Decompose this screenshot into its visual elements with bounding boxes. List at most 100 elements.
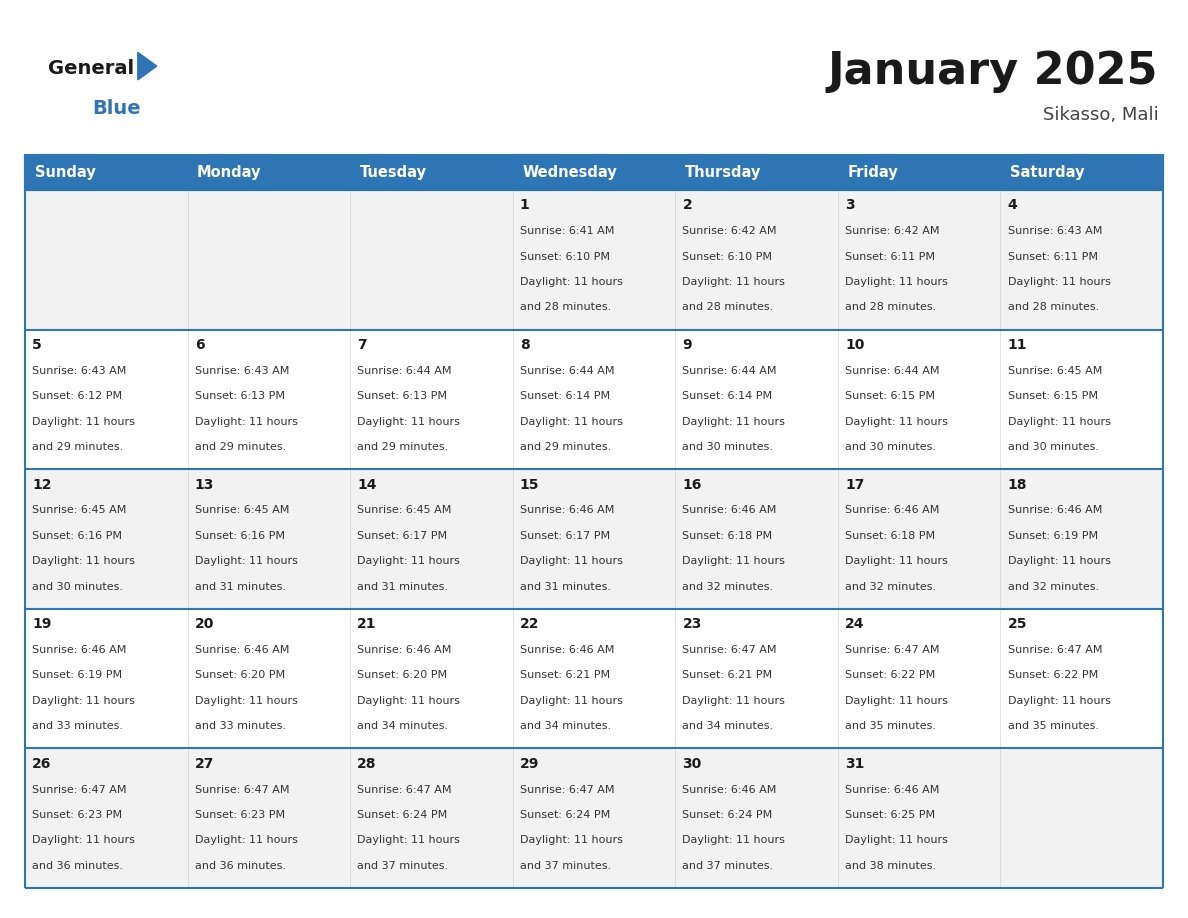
Text: and 28 minutes.: and 28 minutes.: [520, 302, 611, 312]
Text: 13: 13: [195, 477, 214, 491]
Text: Sunset: 6:23 PM: Sunset: 6:23 PM: [32, 810, 122, 820]
Text: 23: 23: [682, 617, 702, 632]
Text: 28: 28: [358, 756, 377, 771]
Text: Sunset: 6:25 PM: Sunset: 6:25 PM: [845, 810, 935, 820]
Text: Blue: Blue: [93, 98, 141, 118]
Text: Sunrise: 6:46 AM: Sunrise: 6:46 AM: [682, 785, 777, 795]
Text: Daylight: 11 hours: Daylight: 11 hours: [520, 835, 623, 845]
Text: Daylight: 11 hours: Daylight: 11 hours: [682, 417, 785, 427]
Text: Sunset: 6:16 PM: Sunset: 6:16 PM: [195, 531, 285, 541]
Text: 7: 7: [358, 338, 367, 352]
Text: Friday: Friday: [847, 165, 898, 180]
Text: Daylight: 11 hours: Daylight: 11 hours: [32, 556, 135, 566]
Text: 27: 27: [195, 756, 214, 771]
Bar: [25, 609, 1163, 748]
Text: and 29 minutes.: and 29 minutes.: [358, 442, 449, 452]
Text: Saturday: Saturday: [1010, 165, 1085, 180]
Text: Sunset: 6:21 PM: Sunset: 6:21 PM: [520, 670, 609, 680]
Text: Daylight: 11 hours: Daylight: 11 hours: [520, 556, 623, 566]
Text: Tuesday: Tuesday: [360, 165, 426, 180]
Text: Sunset: 6:20 PM: Sunset: 6:20 PM: [358, 670, 448, 680]
Text: Daylight: 11 hours: Daylight: 11 hours: [358, 835, 460, 845]
Text: Daylight: 11 hours: Daylight: 11 hours: [195, 417, 297, 427]
Text: Sunset: 6:17 PM: Sunset: 6:17 PM: [520, 531, 609, 541]
Text: 20: 20: [195, 617, 214, 632]
Text: Wednesday: Wednesday: [523, 165, 617, 180]
Text: and 36 minutes.: and 36 minutes.: [32, 861, 124, 871]
Text: Sunset: 6:18 PM: Sunset: 6:18 PM: [845, 531, 935, 541]
Text: and 34 minutes.: and 34 minutes.: [682, 722, 773, 732]
Text: 15: 15: [520, 477, 539, 491]
Text: Sunset: 6:10 PM: Sunset: 6:10 PM: [520, 252, 609, 262]
Text: and 30 minutes.: and 30 minutes.: [845, 442, 936, 452]
Text: Sunrise: 6:46 AM: Sunrise: 6:46 AM: [32, 645, 126, 655]
Text: Sunrise: 6:44 AM: Sunrise: 6:44 AM: [520, 366, 614, 375]
Text: and 38 minutes.: and 38 minutes.: [845, 861, 936, 871]
Text: Daylight: 11 hours: Daylight: 11 hours: [358, 696, 460, 706]
Text: Daylight: 11 hours: Daylight: 11 hours: [845, 556, 948, 566]
Text: and 28 minutes.: and 28 minutes.: [845, 302, 936, 312]
Text: Sunrise: 6:44 AM: Sunrise: 6:44 AM: [682, 366, 777, 375]
Text: Sunrise: 6:47 AM: Sunrise: 6:47 AM: [845, 645, 940, 655]
Text: and 30 minutes.: and 30 minutes.: [32, 582, 124, 591]
Text: and 34 minutes.: and 34 minutes.: [520, 722, 611, 732]
Text: Sunset: 6:16 PM: Sunset: 6:16 PM: [32, 531, 122, 541]
Text: Sunset: 6:15 PM: Sunset: 6:15 PM: [845, 391, 935, 401]
Text: 2: 2: [682, 198, 693, 212]
Text: Sunset: 6:20 PM: Sunset: 6:20 PM: [195, 670, 285, 680]
Text: Daylight: 11 hours: Daylight: 11 hours: [682, 696, 785, 706]
Text: Daylight: 11 hours: Daylight: 11 hours: [520, 696, 623, 706]
Text: Sunrise: 6:47 AM: Sunrise: 6:47 AM: [358, 785, 451, 795]
Text: Daylight: 11 hours: Daylight: 11 hours: [1007, 696, 1111, 706]
Text: Sunrise: 6:43 AM: Sunrise: 6:43 AM: [195, 366, 289, 375]
Text: 18: 18: [1007, 477, 1028, 491]
Text: Sunset: 6:22 PM: Sunset: 6:22 PM: [1007, 670, 1098, 680]
Text: Sunrise: 6:45 AM: Sunrise: 6:45 AM: [195, 506, 289, 516]
Text: and 29 minutes.: and 29 minutes.: [520, 442, 611, 452]
Text: 19: 19: [32, 617, 51, 632]
Bar: [675, 155, 838, 190]
Text: 16: 16: [682, 477, 702, 491]
Bar: [25, 155, 188, 190]
Text: Sunset: 6:10 PM: Sunset: 6:10 PM: [682, 252, 772, 262]
Text: Sunrise: 6:42 AM: Sunrise: 6:42 AM: [845, 227, 940, 236]
Text: Sunrise: 6:47 AM: Sunrise: 6:47 AM: [32, 785, 127, 795]
Text: 21: 21: [358, 617, 377, 632]
Text: 10: 10: [845, 338, 865, 352]
Text: 26: 26: [32, 756, 51, 771]
Text: Sunset: 6:11 PM: Sunset: 6:11 PM: [1007, 252, 1098, 262]
Text: Sunset: 6:15 PM: Sunset: 6:15 PM: [1007, 391, 1098, 401]
Text: Sunset: 6:24 PM: Sunset: 6:24 PM: [682, 810, 772, 820]
Text: Sunrise: 6:46 AM: Sunrise: 6:46 AM: [845, 785, 940, 795]
Text: Sunset: 6:19 PM: Sunset: 6:19 PM: [32, 670, 122, 680]
Text: Daylight: 11 hours: Daylight: 11 hours: [845, 835, 948, 845]
Text: Monday: Monday: [197, 165, 261, 180]
Text: Daylight: 11 hours: Daylight: 11 hours: [682, 556, 785, 566]
Text: Sunrise: 6:42 AM: Sunrise: 6:42 AM: [682, 227, 777, 236]
Bar: [513, 155, 675, 190]
Text: Sunrise: 6:46 AM: Sunrise: 6:46 AM: [845, 506, 940, 516]
Text: 12: 12: [32, 477, 51, 491]
Text: and 37 minutes.: and 37 minutes.: [682, 861, 773, 871]
Text: Sunrise: 6:45 AM: Sunrise: 6:45 AM: [358, 506, 451, 516]
Text: Sunset: 6:17 PM: Sunset: 6:17 PM: [358, 531, 448, 541]
Text: Sunrise: 6:47 AM: Sunrise: 6:47 AM: [520, 785, 614, 795]
Text: 30: 30: [682, 756, 702, 771]
Text: Daylight: 11 hours: Daylight: 11 hours: [845, 696, 948, 706]
Text: Daylight: 11 hours: Daylight: 11 hours: [358, 556, 460, 566]
Text: Sunrise: 6:43 AM: Sunrise: 6:43 AM: [1007, 227, 1102, 236]
Text: and 29 minutes.: and 29 minutes.: [32, 442, 124, 452]
Text: Sikasso, Mali: Sikasso, Mali: [1043, 106, 1158, 124]
Text: Sunset: 6:13 PM: Sunset: 6:13 PM: [195, 391, 285, 401]
Text: and 28 minutes.: and 28 minutes.: [682, 302, 773, 312]
Text: Sunset: 6:18 PM: Sunset: 6:18 PM: [682, 531, 772, 541]
Text: and 29 minutes.: and 29 minutes.: [195, 442, 286, 452]
Text: 5: 5: [32, 338, 42, 352]
Text: Sunset: 6:13 PM: Sunset: 6:13 PM: [358, 391, 447, 401]
Text: and 30 minutes.: and 30 minutes.: [682, 442, 773, 452]
Text: Sunset: 6:22 PM: Sunset: 6:22 PM: [845, 670, 935, 680]
Text: and 36 minutes.: and 36 minutes.: [195, 861, 285, 871]
Bar: [188, 155, 350, 190]
Text: Sunrise: 6:41 AM: Sunrise: 6:41 AM: [520, 227, 614, 236]
Text: 9: 9: [682, 338, 693, 352]
